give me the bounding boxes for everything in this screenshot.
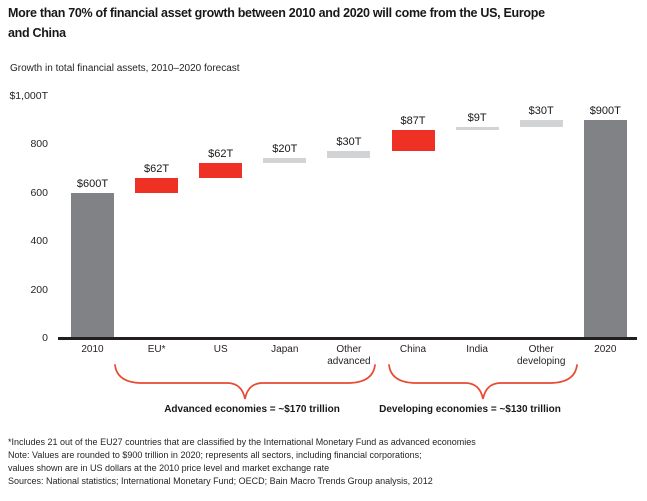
bar-value-label: $30T: [528, 105, 554, 118]
x-tick-label: US: [213, 344, 228, 355]
footnote-note-cont: values shown are in US dollars at the 20…: [8, 463, 330, 473]
brace-caption: Developing economies = ~$130 trillion: [379, 404, 561, 415]
page-title: More than 70% of financial asset growth …: [8, 6, 545, 20]
chart-subtitle: Growth in total financial assets, 2010–2…: [10, 63, 240, 74]
bar-value-label: $900T: [589, 105, 621, 118]
bar-value-label: $20T: [272, 142, 298, 155]
y-tick-label: 800: [30, 138, 48, 151]
y-tick-label: 0: [42, 332, 48, 344]
x-tick-label: India: [466, 344, 488, 355]
y-tick-label: 400: [30, 235, 48, 248]
footnote-asterisk: *Includes 21 out of the EU27 countries t…: [8, 437, 476, 447]
brace-caption: Advanced economies = ~$170 trillion: [164, 404, 340, 415]
footnote-note: Note: Values are rounded to $900 trillio…: [8, 450, 422, 460]
bar-2020: [583, 120, 627, 338]
brace-developing: [388, 364, 578, 400]
x-tick-label: 2020: [594, 344, 617, 355]
bar-india: [455, 127, 499, 130]
x-tick-label: China: [399, 344, 427, 355]
x-axis-line: [58, 337, 637, 340]
x-tick-label: Other developing: [517, 344, 566, 367]
x-tick-label: EU*: [147, 344, 166, 355]
x-tick-label: 2010: [81, 344, 104, 355]
y-tick-label: 200: [30, 283, 48, 296]
bar-value-label: $62T: [144, 162, 170, 175]
footnote-sources: Sources: National statistics; Internatio…: [8, 476, 433, 486]
bar-other-advanced: [327, 150, 371, 158]
x-tick-label: Other advanced: [327, 344, 371, 367]
bar-value-label: $62T: [208, 147, 234, 160]
page-title-line2: and China: [8, 26, 66, 40]
bar-2010: [71, 192, 114, 338]
x-tick-label: Japan: [271, 344, 299, 355]
bar-other-developing: [519, 120, 563, 128]
bar-value-label: $9T: [467, 112, 487, 125]
bar-us: [199, 162, 243, 178]
y-tick-label: 600: [30, 186, 48, 199]
bar-value-label: $87T: [400, 114, 426, 127]
y-axis-max-label: $1,000T: [9, 90, 48, 102]
bar-japan: [263, 157, 307, 163]
bar-china: [391, 129, 435, 151]
bar-value-label: $600T: [76, 177, 109, 190]
bar-eu-: [135, 177, 179, 193]
bar-value-label: $30T: [336, 135, 362, 148]
brace-advanced: [114, 364, 376, 400]
